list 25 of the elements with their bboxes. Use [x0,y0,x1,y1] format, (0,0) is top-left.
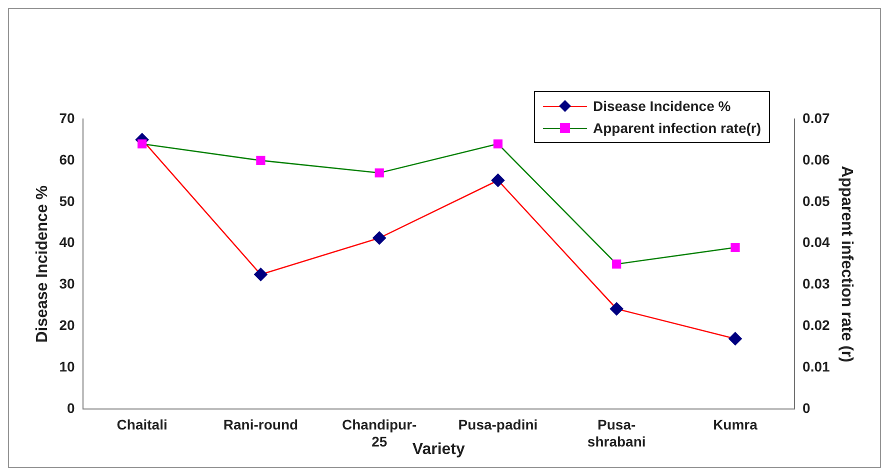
y-tick-label: 40 [59,234,75,250]
x-tick-label: Pusa-shrabani [587,416,646,450]
y2-tick-label: 0.06 [802,151,830,168]
y-tick-label: 0 [66,400,75,416]
x-tick-label: Pusa-padini [458,416,538,432]
x-tick-label: Kumra [713,416,758,432]
x-tick-label: Rani-round [223,416,298,432]
x-tick-label: Chaitali [116,416,168,432]
y-tick-label: 30 [59,276,75,292]
y-tick-label: 70 [59,110,75,126]
y-tick-label: 20 [59,317,75,334]
y2-axis-title: Apparent infection rate (r) [838,166,855,362]
y2-tick-label: 0.02 [802,317,830,334]
y2-tick-label: 0.01 [802,358,830,375]
y-axis-title: Disease Incidence % [34,185,52,343]
y2-tick-label: 0 [802,400,811,416]
y2-tick-label: 0.03 [802,276,830,292]
y2-tick-label: 0.05 [802,192,830,209]
legend-label: Apparent infection rate(r) [592,120,761,136]
y-tick-label: 50 [59,192,75,209]
y2-tick-label: 0.04 [802,234,830,250]
y2-tick-label: 0.07 [802,110,830,126]
legend-label: Disease Incidence % [592,98,731,114]
y-tick-label: 10 [59,358,75,375]
y-tick-label: 60 [59,151,75,168]
